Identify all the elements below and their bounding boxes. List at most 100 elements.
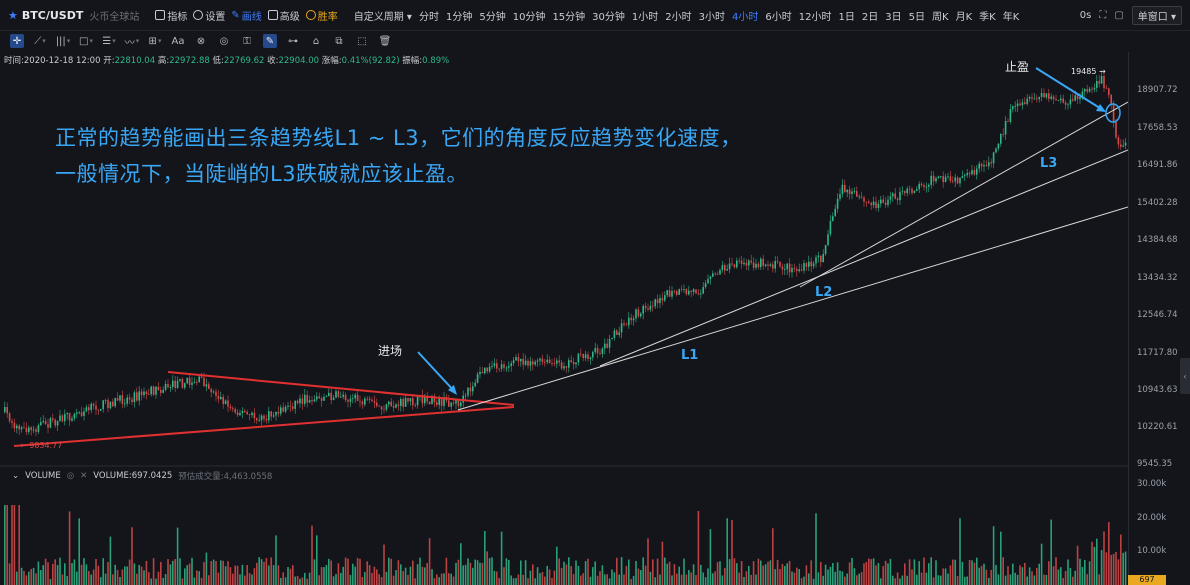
- period-3[interactable]: 10分钟: [512, 11, 546, 23]
- candle-body: [371, 399, 373, 402]
- candle-body: [95, 405, 97, 410]
- candle-body: [172, 380, 174, 388]
- period-4[interactable]: 15分钟: [552, 11, 586, 23]
- indicator-button[interactable]: 指标: [155, 8, 187, 23]
- wave-tool-icon[interactable]: 〰 ▾: [124, 37, 140, 49]
- trendline-l1[interactable]: [457, 206, 1128, 411]
- volume-bar: [695, 574, 697, 585]
- volume-bar: [431, 569, 433, 585]
- side-panel-toggle[interactable]: ‹: [1180, 358, 1190, 394]
- rectangle-tool-icon[interactable]: □ ▾: [79, 35, 93, 47]
- magnet-icon[interactable]: ⊗: [196, 35, 206, 47]
- candle-body: [138, 391, 140, 401]
- period-14[interactable]: 3日: [885, 11, 902, 23]
- trendline-tool-icon[interactable]: ⟋ ▾: [34, 35, 46, 47]
- volume-bar: [95, 558, 97, 585]
- volume-bar: [599, 571, 601, 585]
- volume-bar: [685, 574, 688, 585]
- volume-bar: [522, 574, 524, 585]
- candle-body: [208, 384, 210, 389]
- trendline-l2[interactable]: [599, 149, 1128, 367]
- volume-bar: [976, 557, 978, 585]
- candle-body: [1004, 121, 1007, 135]
- volume-bar: [860, 572, 863, 585]
- draw-line-button[interactable]: ✎ 画线: [231, 9, 262, 23]
- window-mode-dropdown[interactable]: 单窗口 ▾: [1131, 5, 1182, 25]
- save-icon[interactable]: ⌂: [312, 35, 320, 47]
- candle-body: [13, 422, 16, 429]
- period-17[interactable]: 月K: [955, 11, 973, 23]
- symbol-selector[interactable]: ★ BTC/USDT 火币全球站: [8, 8, 139, 23]
- candle-body: [486, 367, 488, 372]
- period-1[interactable]: 1分钟: [445, 11, 473, 23]
- parallel-lines-icon[interactable]: ||| ▾: [55, 35, 71, 47]
- period-16[interactable]: 周K: [932, 11, 949, 23]
- period-12[interactable]: 1日: [838, 11, 855, 23]
- copy-icon[interactable]: ⧉: [335, 35, 343, 47]
- close-icon[interactable]: ✕: [80, 471, 88, 481]
- candle-body: [664, 295, 666, 301]
- screenshot-icon[interactable]: ⬚: [357, 35, 367, 47]
- volume-bar: [582, 573, 584, 585]
- win-rate-button[interactable]: 胜率: [305, 8, 338, 23]
- candle-body: [1108, 88, 1110, 95]
- period-10[interactable]: 6小时: [765, 11, 792, 23]
- volume-bar: [541, 571, 544, 585]
- period-2[interactable]: 5分钟: [479, 11, 506, 23]
- period-5[interactable]: 30分钟: [592, 11, 625, 23]
- candle-body: [652, 305, 654, 307]
- volume-bar: [268, 565, 270, 585]
- period-0[interactable]: 分时: [418, 11, 439, 23]
- candle-body: [224, 400, 227, 405]
- triangle-upper-line[interactable]: [167, 371, 515, 406]
- period-15[interactable]: 5日: [908, 11, 926, 23]
- trash-icon[interactable]: 🗑: [378, 35, 392, 47]
- hide-drawings-icon[interactable]: ◎: [219, 35, 229, 47]
- text-tool-icon[interactable]: Aa: [171, 35, 185, 47]
- fullscreen-icon[interactable]: ▢: [1114, 9, 1124, 21]
- candle-body: [961, 176, 964, 178]
- custom-period-dropdown[interactable]: 自定义周期 ▾: [353, 11, 412, 23]
- period-19[interactable]: 年K: [1002, 11, 1020, 23]
- candlestick-chart[interactable]: [0, 52, 1128, 585]
- volume-bar: [320, 567, 323, 585]
- lock-icon[interactable]: ⚿: [243, 35, 251, 47]
- candle-body: [757, 263, 760, 268]
- period-9[interactable]: 4小时: [732, 11, 759, 23]
- candle-body: [176, 380, 179, 388]
- triangle-lower-line[interactable]: [13, 406, 515, 447]
- period-8[interactable]: 3小时: [698, 11, 726, 23]
- advanced-button[interactable]: 高级: [267, 8, 300, 23]
- volume-bar: [616, 557, 618, 585]
- expand-icon[interactable]: ⛶: [1099, 9, 1107, 21]
- star-icon[interactable]: ★: [8, 8, 18, 22]
- pen-draw-icon[interactable]: ✎: [263, 34, 277, 48]
- price-axis[interactable]: 18907.72 17658.53 16491.86 15402.28 1438…: [1128, 52, 1190, 585]
- period-13[interactable]: 2日: [861, 11, 879, 23]
- volume-bar: [788, 560, 791, 585]
- volume-bar: [404, 567, 407, 585]
- eye-icon[interactable]: ◎: [66, 471, 75, 481]
- candle-body: [743, 262, 745, 264]
- volume-bar: [191, 557, 193, 585]
- fib-tool-icon[interactable]: ☰ ▾: [102, 35, 116, 47]
- volume-bar: [901, 575, 904, 585]
- candle-body: [248, 414, 251, 416]
- collapse-icon[interactable]: ⌄: [12, 471, 20, 481]
- measure-icon[interactable]: ⊶: [288, 35, 298, 47]
- volume-bar: [364, 572, 366, 585]
- period-11[interactable]: 12小时: [798, 11, 832, 23]
- period-7[interactable]: 2小时: [665, 11, 692, 23]
- candle-body: [467, 387, 469, 396]
- trendline-l3[interactable]: [799, 101, 1128, 288]
- volume-bar: [923, 557, 925, 585]
- period-18[interactable]: 季K: [979, 11, 996, 23]
- candle-body: [952, 180, 954, 182]
- candle-body: [827, 234, 829, 246]
- grid-tool-icon[interactable]: ⊞ ▾: [148, 35, 162, 47]
- candle-body: [709, 276, 712, 279]
- settings-button[interactable]: 设置: [193, 8, 225, 23]
- volume-bar: [503, 567, 505, 585]
- crosshair-icon[interactable]: ✛: [10, 34, 24, 48]
- period-6[interactable]: 1小时: [631, 11, 659, 23]
